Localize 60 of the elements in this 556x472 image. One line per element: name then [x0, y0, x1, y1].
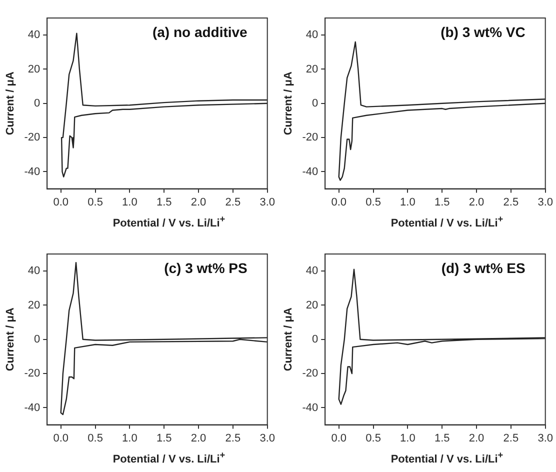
x-tick-label: 0.0 [331, 432, 347, 444]
y-tick-label: -40 [302, 402, 318, 414]
x-tick-label: 1.0 [400, 432, 416, 444]
x-tick-label: 0.0 [53, 432, 69, 444]
x-tick-label: 3.0 [538, 196, 554, 208]
x-tick-label: 1.5 [156, 432, 172, 444]
y-tick-label: 20 [28, 299, 40, 312]
x-tick-label: 2.0 [190, 432, 206, 444]
y-axis-title: Current / μA [282, 308, 295, 372]
x-tick-label: 2.0 [468, 432, 484, 444]
x-tick-label: 2.5 [503, 196, 519, 208]
y-tick-label: 40 [306, 265, 318, 278]
chart-title: (a) no additive [152, 24, 248, 40]
x-tick-label: 3.0 [538, 432, 554, 444]
x-tick-label: 2.5 [225, 196, 241, 208]
y-tick-label: -20 [302, 132, 318, 144]
x-tick-label: 1.0 [122, 196, 138, 208]
y-tick-label: 0 [312, 97, 318, 110]
y-tick-label: 20 [306, 63, 318, 76]
x-tick-label: 3.0 [260, 196, 276, 208]
x-axis-title: Potential / V vs. Li/Li$^{+}$ [390, 450, 504, 466]
x-tick-label: 0.0 [331, 196, 347, 208]
y-tick-label: -40 [24, 166, 40, 178]
y-tick-label: 0 [34, 333, 40, 346]
x-tick-label: 2.0 [468, 196, 484, 208]
y-tick-label: -40 [302, 166, 318, 178]
x-tick-label: 2.5 [503, 432, 519, 444]
y-tick-label: 40 [28, 265, 40, 278]
y-axis-title: Current / μA [4, 308, 17, 372]
x-tick-label: 1.0 [122, 432, 138, 444]
x-tick-label: 0.5 [366, 196, 381, 208]
x-tick-label: 2.0 [190, 196, 206, 208]
x-axis-title: Potential / V vs. Li/Li$^{+}$ [112, 214, 226, 230]
x-tick-label: 1.5 [156, 196, 172, 208]
chart-title: (d) 3 wt% ES [441, 260, 526, 276]
y-tick-label: 20 [28, 63, 40, 76]
y-axis-title: Current / μA [4, 72, 17, 136]
x-tick-label: 1.5 [434, 196, 450, 208]
y-tick-label: 40 [28, 29, 40, 42]
x-tick-label: 1.0 [400, 196, 416, 208]
y-tick-label: -20 [302, 368, 318, 380]
y-axis-title: Current / μA [282, 72, 295, 136]
y-tick-label: -20 [24, 368, 40, 380]
x-tick-label: 0.5 [88, 432, 103, 444]
x-axis-title: Potential / V vs. Li/Li$^{+}$ [390, 214, 504, 230]
x-tick-label: 0.0 [53, 196, 69, 208]
y-tick-label: -40 [24, 402, 40, 414]
x-tick-label: 3.0 [260, 432, 276, 444]
x-tick-label: 0.5 [88, 196, 103, 208]
y-tick-label: -20 [24, 132, 40, 144]
y-tick-label: 0 [34, 97, 40, 110]
x-tick-label: 1.5 [434, 432, 450, 444]
y-tick-label: 0 [312, 333, 318, 346]
chart-title: (b) 3 wt% VC [440, 24, 526, 40]
x-tick-label: 0.5 [366, 432, 381, 444]
y-tick-label: 40 [306, 29, 318, 42]
chart-title: (c) 3 wt% PS [164, 260, 248, 276]
x-axis-title: Potential / V vs. Li/Li$^{+}$ [112, 450, 226, 466]
y-tick-label: 20 [306, 299, 318, 312]
x-tick-label: 2.5 [225, 432, 241, 444]
